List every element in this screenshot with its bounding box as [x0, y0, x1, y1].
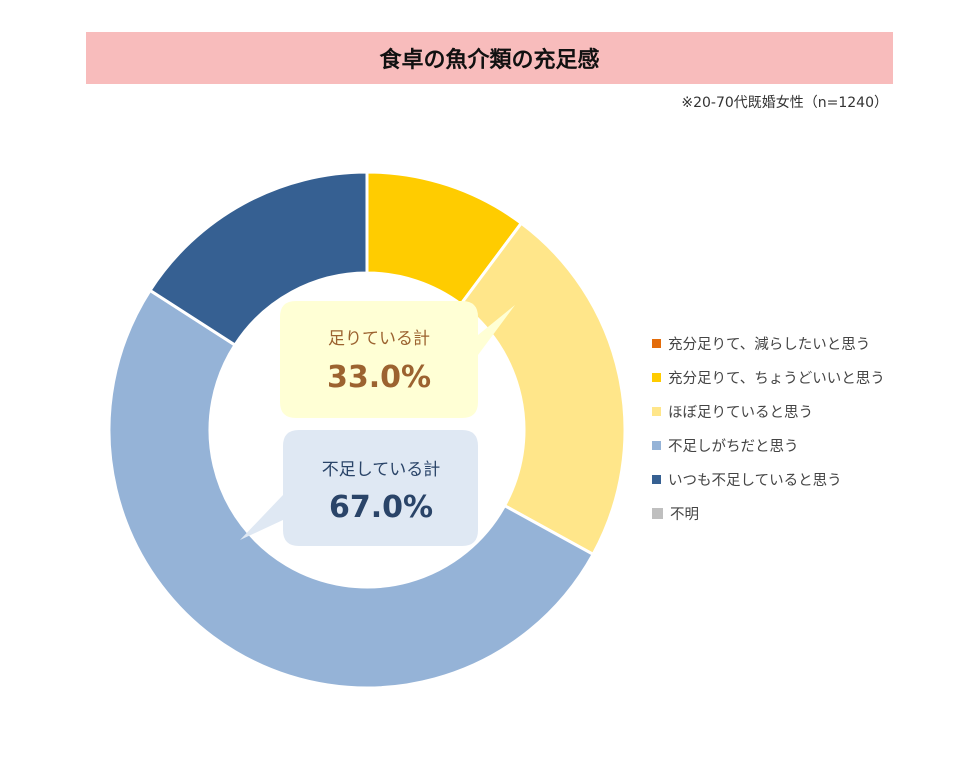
- sample-note: ※20-70代既婚女性（n=1240）: [681, 95, 888, 111]
- legend-swatch: [652, 338, 661, 348]
- legend-label: いつも不足していると思う: [668, 472, 842, 489]
- legend-item: いつも不足していると思う: [652, 462, 885, 496]
- legend-item: 不足しがちだと思う: [652, 428, 885, 462]
- legend-item: 充分足りて、減らしたいと思う: [652, 326, 885, 360]
- legend-label: 不足しがちだと思う: [668, 438, 799, 455]
- legend-swatch: [652, 440, 661, 450]
- donut-slice-2: [458, 221, 627, 557]
- legend-item: 不明: [652, 496, 885, 530]
- callout-sufficient-value: 33.0%: [326, 360, 432, 395]
- callout-insufficient-bubble: [240, 430, 478, 546]
- donut-slice-4: [147, 170, 369, 348]
- legend-label: ほぼ足りていると思う: [668, 404, 813, 421]
- chart-title: 食卓の魚介類の充足感: [86, 32, 893, 84]
- donut-slice-3: [107, 288, 596, 690]
- legend-item: ほぼ足りていると思う: [652, 394, 885, 428]
- callout-sufficient-bubble: [280, 301, 515, 418]
- callout-sufficient-label: 足りている計: [328, 329, 430, 349]
- legend-swatch: [652, 507, 663, 519]
- legend-label: 充分足りて、ちょうどいいと思う: [668, 370, 885, 387]
- legend: 充分足りて、減らしたいと思う 充分足りて、ちょうどいいと思う ほぼ足りていると思う不…: [652, 326, 885, 530]
- callout-insufficient-label: 不足している計: [321, 460, 441, 480]
- legend-label: 充分足りて、減らしたいと思う: [668, 336, 871, 353]
- legend-item: 充分足りて、ちょうどいいと思う: [652, 360, 885, 394]
- legend-swatch: [652, 474, 661, 484]
- legend-swatch: [652, 406, 661, 416]
- legend-swatch: [652, 372, 661, 382]
- callout-insufficient-value: 67.0%: [328, 490, 434, 525]
- legend-label: 不明: [670, 506, 699, 523]
